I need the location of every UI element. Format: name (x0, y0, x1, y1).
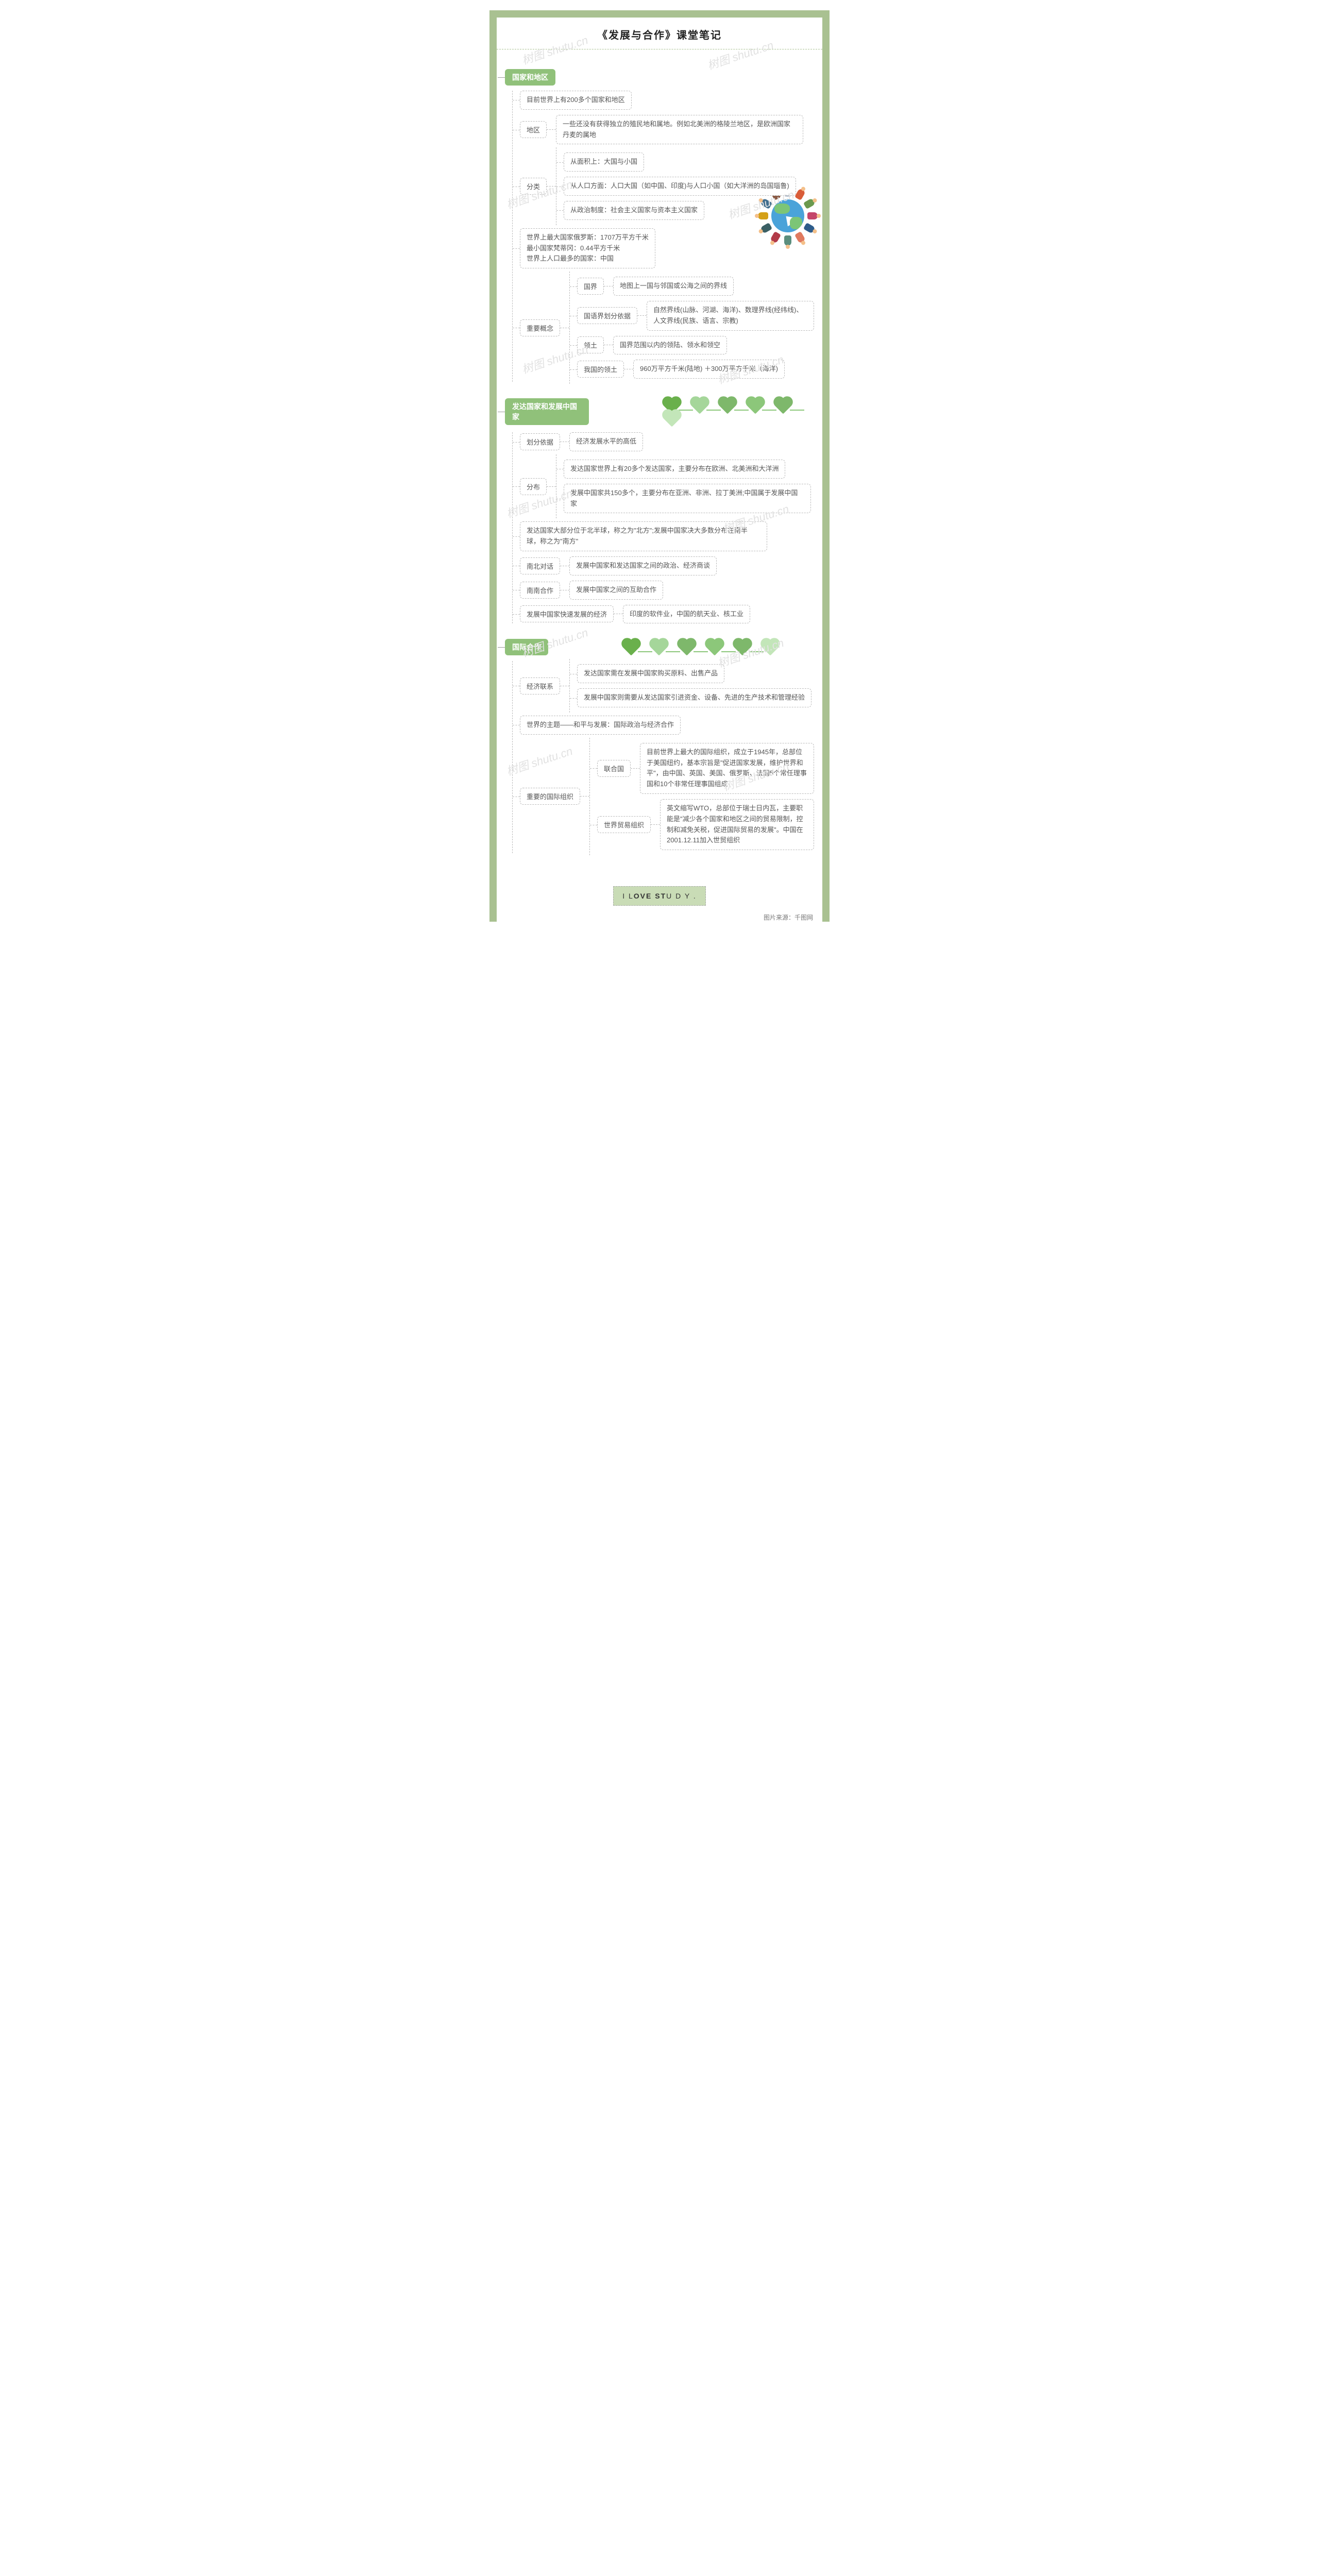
image-credit: 图片来源：千图网 (497, 911, 822, 922)
mindmap-node: 发展中国家和发达国家之间的政治、经济商谈 (569, 556, 717, 575)
mindmap-node: 世界的主题——和平与发展：国际政治与经济合作 (520, 716, 681, 735)
mindmap-node: 一些还没有获得独立的殖民地和属地。例如北美洲的格陵兰地区，是欧洲国家丹麦的属地 (556, 115, 803, 145)
mindmap-node: 南北对话 (520, 557, 560, 574)
mindmap-node: 地区 (520, 121, 547, 138)
section: 国家和地区目前世界上有200多个国家和地区地区一些还没有获得独立的殖民地和属地。… (505, 69, 814, 382)
mindmap-node: 分布 (520, 478, 547, 495)
mindmap-node: 目前世界上有200多个国家和地区 (520, 91, 632, 110)
mindmap-node: 发展中国家则需要从发达国家引进资金、设备、先进的生产技术和管理经验 (577, 688, 811, 707)
section: 国际合作经济联系发达国家需在发展中国家购买原料、出售产品发展中国家则需要从发达国… (505, 638, 814, 853)
section-header: 国际合作 (505, 639, 548, 655)
mindmap-node: 地图上一国与邻国或公海之间的界线 (613, 277, 734, 296)
mindmap-node: 发展中国家共150多个，主要分布在亚洲、非洲、拉丁美洲;中国属于发展中国家 (564, 484, 811, 514)
footer-tag: I LOVE STU D Y . (613, 886, 706, 906)
mindmap-node: 自然界线(山脉、河湖、海洋)、数理界线(经纬线)、人文界线(民族、语言、宗教) (647, 301, 814, 331)
mindmap-node: 经济联系 (520, 677, 560, 694)
mindmap-node: 发达国家世界上有20多个发达国家，主要分布在欧洲、北美洲和大洋洲 (564, 460, 785, 479)
mindmap-node: 发达国家大部分位于北半球，称之为"北方";发展中国家决大多数分布在南半球，称之为… (520, 521, 767, 551)
mindmap-node: 划分依据 (520, 433, 560, 450)
hearts-divider (622, 642, 779, 655)
mindmap-node: 联合国 (597, 760, 631, 777)
hearts-divider (663, 400, 814, 426)
mindmap-node: 经济发展水平的高低 (569, 432, 643, 451)
mindmap-node: 重要概念 (520, 319, 560, 336)
mindmap-node: 分类 (520, 178, 547, 195)
mindmap-node: 国语界划分依据 (577, 307, 637, 324)
page-title: 《发展与合作》课堂笔记 (497, 27, 822, 42)
mindmap-node: 发展中国家之间的互助合作 (569, 581, 663, 600)
section: 发达国家和发展中国家划分依据经济发展水平的高低分布发达国家世界上有20多个发达国… (505, 396, 814, 623)
mindmap-node: 重要的国际组织 (520, 788, 580, 805)
mindmap-node: 国界范围以内的领陆、领水和领空 (613, 336, 727, 355)
mindmap-node: 领土 (577, 336, 604, 353)
section-header: 发达国家和发展中国家 (505, 398, 589, 425)
mindmap-node: 960万平方千米(陆地) ＋300万平方千米（海洋) (633, 360, 785, 379)
mindmap-node: 南南合作 (520, 582, 560, 599)
mindmap-node: 国界 (577, 278, 604, 295)
mindmap-node: 世界贸易组织 (597, 816, 651, 833)
mindmap-node: 从人口方面：人口大国（如中国、印度)与人口小国（如大洋洲的岛国瑙鲁) (564, 177, 796, 196)
mindmap-node: 世界上最大国家俄罗斯：1707万平方千米 最小国家梵蒂冈：0.44平方千米 世界… (520, 228, 655, 268)
mindmap-node: 发达国家需在发展中国家购买原料、出售产品 (577, 664, 724, 683)
mindmap-node: 我国的领土 (577, 361, 624, 378)
mindmap-node: 从面积上：大国与小国 (564, 152, 644, 172)
section-header: 国家和地区 (505, 69, 555, 86)
mindmap-node: 发展中国家快速发展的经济 (520, 605, 614, 622)
mindmap-node: 英文缩写WTO，总部位于瑞士日内瓦，主要职能是"减少各个国家和地区之间的贸易限制… (660, 799, 814, 850)
mindmap-node: 目前世界上最大的国际组织，成立于1945年，总部位于美国纽约，基本宗旨是"促进国… (640, 743, 814, 794)
mindmap-node: 从政治制度：社会主义国家与资本主义国家 (564, 201, 704, 220)
mindmap-node: 印度的软件业，中国的航天业、核工业 (623, 605, 750, 624)
